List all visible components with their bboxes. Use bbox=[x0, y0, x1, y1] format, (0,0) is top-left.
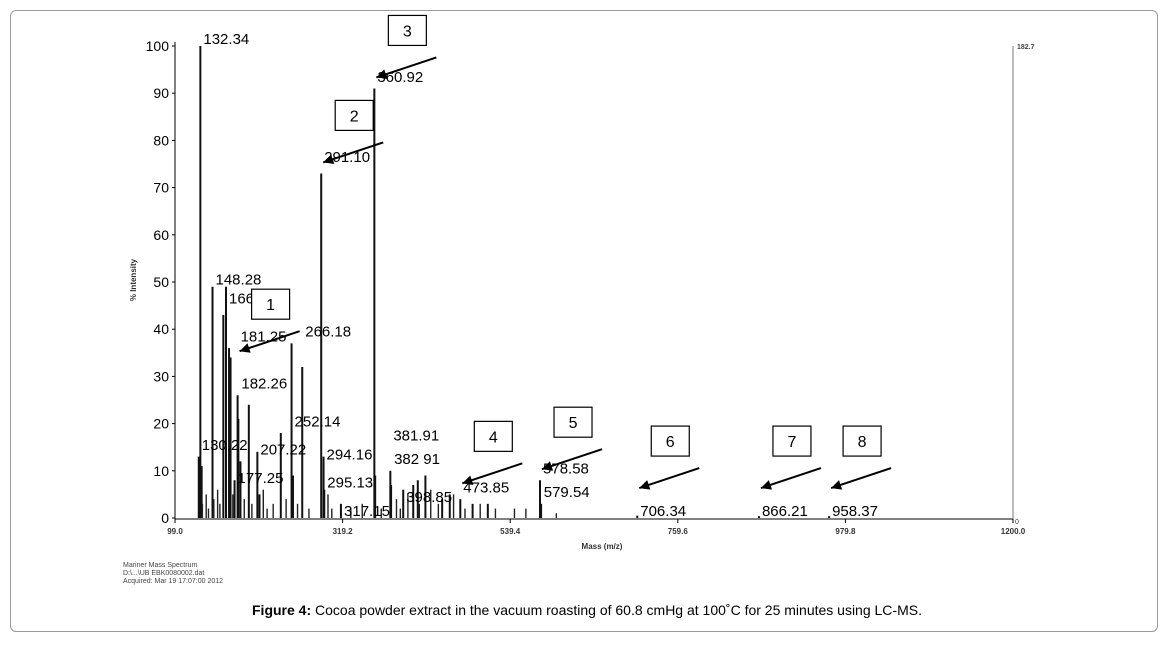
y-tick-label: 60 bbox=[153, 227, 169, 243]
peak-label: 291.10 bbox=[324, 149, 370, 166]
x-tick-label: 539.4 bbox=[500, 527, 521, 536]
peak-label: 579.54 bbox=[544, 484, 590, 501]
callout-arrowhead bbox=[831, 480, 843, 490]
y-tick-label: 70 bbox=[153, 180, 169, 196]
callout-arrow bbox=[376, 56, 437, 79]
peak-label: 317.15 bbox=[344, 503, 390, 520]
y-tick-label: 50 bbox=[153, 274, 169, 290]
y-tick-label: 40 bbox=[153, 321, 169, 337]
callout-arrow bbox=[760, 467, 822, 490]
callout-arrowhead bbox=[542, 461, 554, 471]
x-axis-label: Mass (m/z) bbox=[582, 542, 623, 551]
peak-label: 148.28 bbox=[216, 272, 262, 289]
x-tick-label: 979.8 bbox=[835, 527, 856, 536]
peak-label: 132.34 bbox=[203, 31, 249, 48]
callout-box bbox=[553, 406, 593, 438]
callout-box bbox=[251, 288, 291, 320]
callout-box bbox=[473, 420, 513, 452]
chart-callouts: 1 2 3 4 5 6 7 8 bbox=[239, 14, 892, 490]
meta-line-3: Acquired: Mar 19 17:07:00 2012 bbox=[123, 578, 224, 585]
callout-arrowhead bbox=[639, 480, 651, 490]
peak-label: 266.18 bbox=[305, 324, 351, 341]
callout-box bbox=[650, 425, 690, 457]
callout-arrow bbox=[638, 467, 700, 490]
callout-number: 2 bbox=[350, 108, 359, 125]
y-tick-label: 0 bbox=[161, 510, 169, 526]
callout-number: 7 bbox=[787, 434, 796, 451]
callout-arrow bbox=[239, 330, 300, 353]
y-tick-label: 30 bbox=[153, 368, 169, 384]
y-tick-label: 80 bbox=[153, 132, 169, 148]
callout-number: 3 bbox=[403, 23, 412, 40]
peak-label: 381.91 bbox=[393, 427, 439, 444]
peak-label: 706.34 bbox=[640, 503, 686, 520]
meta-line-1: Mariner Mass Spectrum bbox=[123, 562, 198, 569]
caption-label: Figure 4: bbox=[252, 602, 312, 618]
y-tick-label: 10 bbox=[153, 463, 169, 479]
x-tick-label: 759.6 bbox=[668, 527, 689, 536]
peak-label: 177.25 bbox=[238, 470, 284, 487]
peak-label: 866.21 bbox=[762, 503, 808, 520]
meta-line-2: D:\...\UB EBK0080002.dat bbox=[123, 570, 205, 577]
callout-arrowhead bbox=[239, 343, 251, 353]
callout-arrowhead bbox=[376, 69, 388, 80]
max-intensity-label: 182.7 bbox=[1017, 44, 1035, 51]
callout-number: 1 bbox=[266, 297, 275, 314]
peak-label: 398.85 bbox=[406, 489, 452, 506]
y-tick-label: 20 bbox=[153, 416, 169, 432]
callout-number: 6 bbox=[666, 434, 675, 451]
peak-label: 473.85 bbox=[463, 479, 509, 496]
chart-peak-labels: 132.34 148.28 166 181.25 182.26 266.18 291.10 3… bbox=[202, 31, 878, 520]
peak-label: 294.16 bbox=[327, 446, 373, 463]
x-tick-label: 319.2 bbox=[333, 527, 354, 536]
callout-number: 4 bbox=[489, 429, 498, 446]
callout-arrowhead bbox=[760, 480, 773, 490]
peak-label: 182.26 bbox=[241, 376, 287, 393]
caption-text: Cocoa powder extract in the vacuum roast… bbox=[311, 602, 922, 618]
callout-box bbox=[772, 425, 812, 457]
callout-arrowhead bbox=[462, 475, 474, 485]
callout-arrow bbox=[830, 467, 892, 490]
peak-label: 252.14 bbox=[295, 413, 341, 430]
peak-label: 382 91 bbox=[394, 451, 440, 468]
instrument-meta: Mariner Mass Spectrum D:\...\UB EBK00800… bbox=[123, 562, 223, 586]
peak-label: 207.22 bbox=[260, 442, 306, 459]
peak-label: 181.25 bbox=[241, 328, 287, 345]
peak-label: 295.13 bbox=[327, 475, 373, 492]
callout-arrowhead bbox=[323, 154, 335, 164]
callout-arrow bbox=[461, 462, 523, 485]
right-axis-zero: 0 bbox=[1015, 519, 1019, 526]
figure-caption: Figure 4: Cocoa powder extract in the va… bbox=[0, 602, 1174, 618]
callout-number: 8 bbox=[858, 434, 867, 451]
peak-label: 166 bbox=[229, 291, 254, 308]
x-tick-label: 1200.0 bbox=[1001, 527, 1026, 536]
y-tick-label: 100 bbox=[146, 38, 170, 54]
chart-peaks bbox=[197, 46, 831, 518]
peak-label: 130.22 bbox=[202, 437, 248, 454]
y-tick-label: 90 bbox=[153, 85, 169, 101]
callout-arrow bbox=[322, 141, 384, 164]
callout-arrow bbox=[541, 448, 603, 471]
callout-box bbox=[334, 99, 374, 132]
callout-box bbox=[387, 14, 427, 47]
y-axis-label: % Intensity bbox=[129, 258, 138, 301]
peak-label: 958.37 bbox=[832, 503, 878, 520]
callout-box bbox=[842, 425, 882, 457]
x-tick-label: 99.0 bbox=[167, 527, 183, 536]
callout-number: 5 bbox=[569, 415, 578, 432]
